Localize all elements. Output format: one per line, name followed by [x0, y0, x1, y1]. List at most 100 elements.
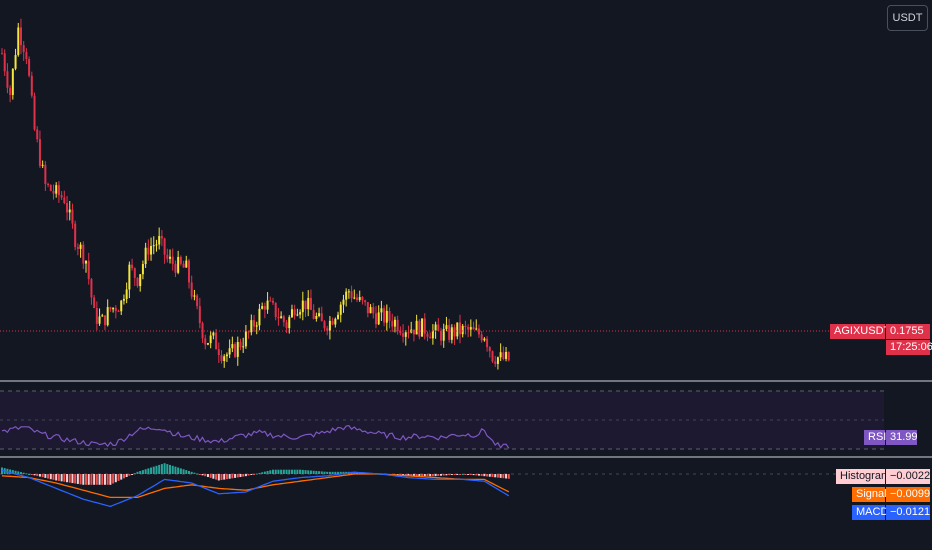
- histogram-bar: [38, 474, 41, 477]
- histogram-bar: [483, 474, 486, 477]
- histogram-bar: [423, 474, 426, 477]
- candle-body: [9, 87, 12, 95]
- candle-body: [307, 297, 310, 310]
- histogram-bar: [315, 470, 318, 474]
- candle-body: [41, 164, 44, 166]
- rsi-line: [1, 424, 510, 449]
- candle-body: [472, 327, 475, 330]
- candle-body: [44, 164, 47, 184]
- candle-body: [412, 329, 415, 335]
- candle-body: [103, 315, 106, 326]
- histogram-bar: [76, 474, 79, 484]
- histogram-bar: [307, 470, 310, 474]
- histogram-bar: [407, 474, 410, 477]
- histogram-bar: [434, 474, 437, 477]
- histogram-bar: [250, 474, 253, 475]
- histogram-bar: [480, 474, 483, 476]
- histogram-bar: [109, 474, 112, 485]
- histogram-value-tag: −0.0022: [886, 469, 930, 484]
- candle-body: [244, 331, 247, 347]
- candle-body: [136, 277, 139, 287]
- candle-body: [79, 244, 82, 249]
- histogram-bar: [152, 466, 155, 474]
- histogram-bar: [456, 474, 459, 475]
- candle-body: [150, 245, 153, 255]
- candle-body: [347, 291, 350, 293]
- histogram-bar: [131, 474, 134, 475]
- histogram-bar: [247, 474, 250, 476]
- candle-body: [440, 330, 443, 341]
- histogram-bar: [225, 474, 228, 480]
- candle-body: [477, 328, 480, 335]
- candle-body: [163, 238, 166, 255]
- histogram-bar: [163, 463, 166, 474]
- candle-body: [345, 291, 348, 300]
- histogram-bar: [166, 464, 169, 474]
- candle-body: [155, 244, 158, 246]
- candle-body: [169, 256, 172, 259]
- histogram-bar: [212, 474, 215, 479]
- currency-button[interactable]: USDT: [887, 5, 928, 31]
- histogram-bar: [431, 474, 434, 477]
- candle-body: [55, 185, 58, 194]
- histogram-bar: [187, 470, 190, 474]
- candle-body: [456, 322, 459, 337]
- histogram-bar: [334, 471, 337, 474]
- candle-body: [445, 325, 448, 330]
- histogram-bar: [196, 473, 199, 475]
- macd-histogram: [1, 463, 510, 485]
- candle-body: [74, 223, 77, 248]
- histogram-bar: [496, 474, 499, 478]
- candle-body: [312, 309, 315, 319]
- candle-body: [30, 75, 33, 96]
- histogram-bar: [47, 474, 50, 479]
- histogram-bar: [185, 470, 188, 474]
- candle-body: [38, 139, 41, 166]
- candle-body: [339, 304, 342, 315]
- histogram-bar: [209, 474, 212, 478]
- histogram-bar: [44, 474, 47, 478]
- histogram-bar: [190, 471, 193, 474]
- candle-body: [258, 308, 261, 326]
- candle-body: [25, 52, 28, 60]
- price-pane: [1, 18, 510, 370]
- candle-body: [448, 325, 451, 340]
- histogram-bar: [339, 471, 342, 474]
- histogram-bar: [442, 474, 445, 476]
- histogram-bar: [158, 464, 161, 474]
- candle-body: [57, 185, 60, 196]
- candle-body: [269, 300, 272, 302]
- candle-body: [225, 354, 228, 357]
- candle-body: [415, 320, 418, 335]
- histogram-bar: [475, 474, 478, 476]
- histogram-bar: [290, 469, 293, 474]
- candle-body: [475, 328, 478, 330]
- histogram-bar: [323, 471, 326, 474]
- histogram-bar: [25, 473, 28, 475]
- candle-body: [122, 298, 125, 301]
- histogram-bar: [217, 474, 220, 481]
- histogram-bar: [464, 474, 467, 475]
- histogram-bar: [299, 469, 302, 474]
- candle-body: [49, 185, 52, 191]
- histogram-bar: [342, 471, 345, 474]
- histogram-bar: [215, 474, 218, 480]
- candle-body: [326, 328, 329, 331]
- histogram-bar: [36, 474, 39, 476]
- candle-body: [139, 274, 142, 287]
- histogram-bar: [309, 470, 312, 474]
- histogram-bar: [285, 469, 288, 474]
- histogram-bar: [133, 473, 136, 475]
- histogram-bar: [486, 474, 489, 477]
- candle-body: [261, 306, 264, 309]
- histogram-bar: [179, 468, 182, 474]
- candle-body: [33, 95, 36, 130]
- histogram-bar: [440, 474, 443, 476]
- candle-body: [353, 297, 356, 299]
- candle-body: [285, 322, 288, 329]
- histogram-bar: [82, 474, 85, 485]
- histogram-bar: [312, 470, 315, 474]
- histogram-bar: [95, 474, 98, 485]
- candle-body: [63, 197, 66, 204]
